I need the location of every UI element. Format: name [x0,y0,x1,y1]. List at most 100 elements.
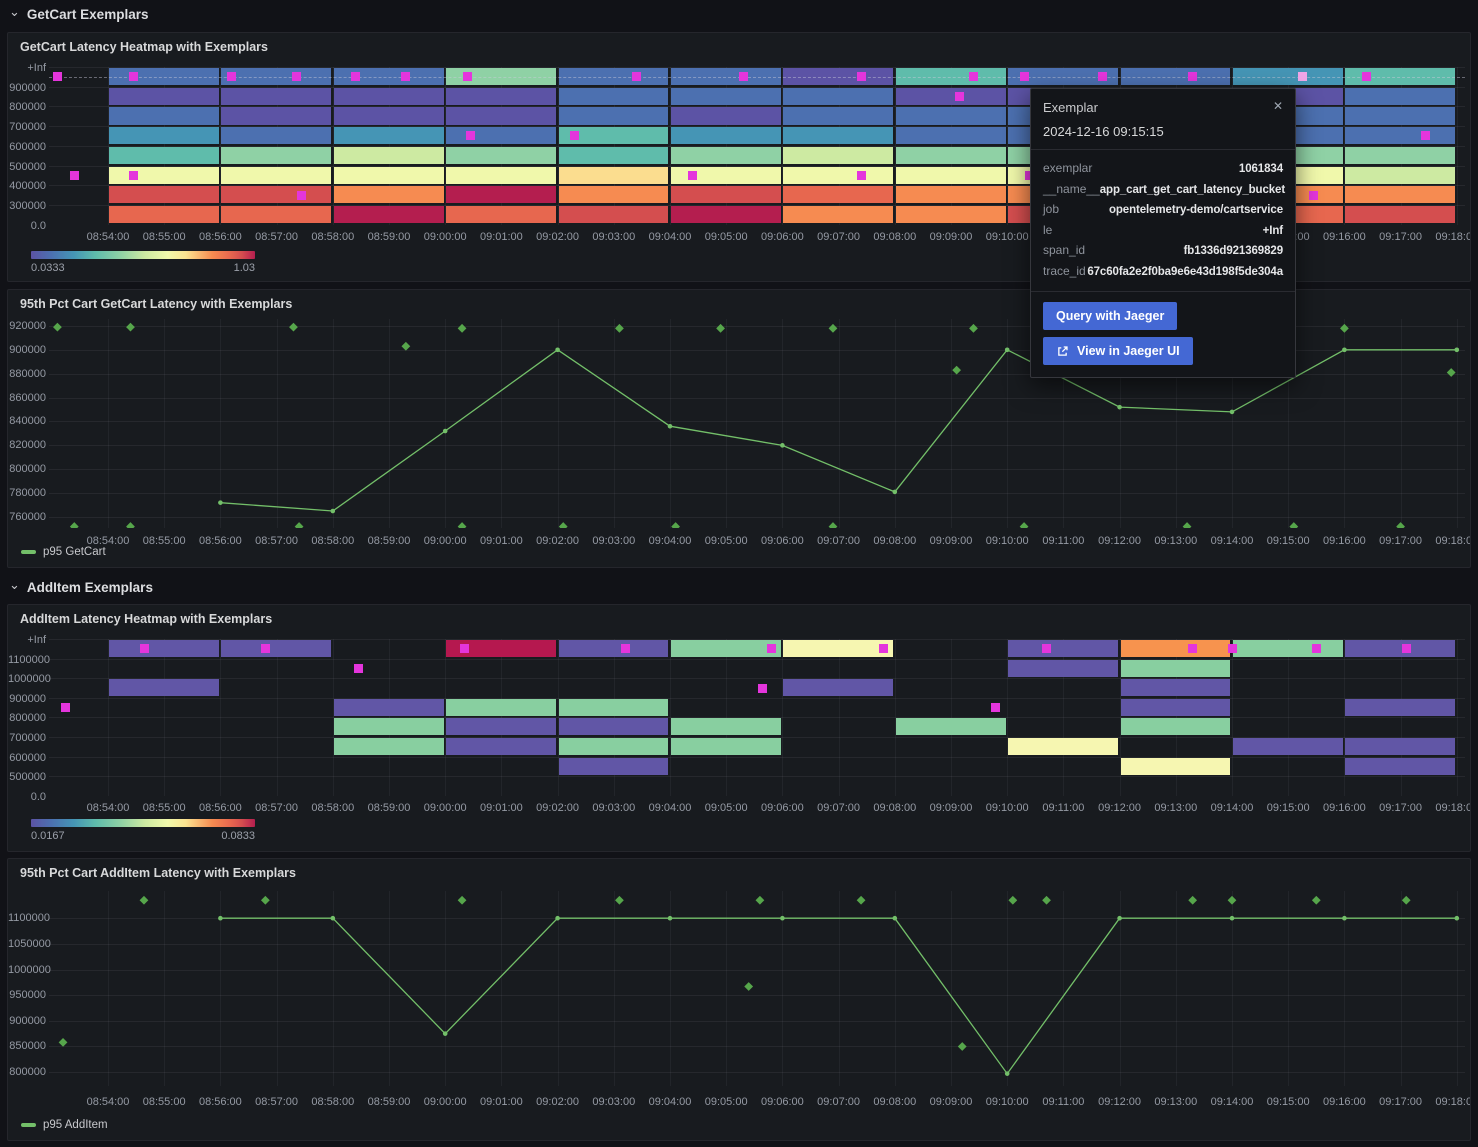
data-point[interactable] [442,428,448,434]
exemplar-diamond-marker[interactable] [1042,895,1051,905]
exemplar-diamond-marker[interactable] [457,895,467,905]
exemplar-diamond-marker[interactable] [457,323,467,333]
exemplar-diamond-marker[interactable] [260,895,270,905]
exemplar-diamond-marker[interactable] [671,522,681,528]
row-header-additem-exemplars[interactable]: ⌄ AddItem Exemplars [0,574,1478,600]
exemplar-diamond-marker[interactable] [294,522,304,528]
exemplar-marker[interactable] [350,72,360,82]
data-point[interactable] [1004,347,1010,353]
legend-p95-getcart[interactable]: p95 GetCart [21,546,106,558]
exemplar-marker[interactable] [1362,72,1372,82]
panel-title[interactable]: AddItem Latency Heatmap with Exemplars [20,612,273,626]
exemplar-marker[interactable] [1308,190,1318,200]
exemplar-diamond-marker[interactable] [969,323,978,333]
exemplar-marker[interactable] [569,131,579,141]
exemplar-marker[interactable] [879,644,889,654]
exemplar-diamond-marker[interactable] [401,341,411,351]
exemplar-marker[interactable] [140,644,150,654]
exemplar-diamond-marker[interactable] [1188,895,1198,905]
data-point[interactable] [1117,915,1122,921]
data-point[interactable] [330,508,336,514]
exemplar-marker[interactable] [1188,644,1198,654]
exemplar-diamond-marker[interactable] [952,365,962,375]
exemplar-marker[interactable] [1311,644,1321,654]
data-point[interactable] [1004,1071,1010,1076]
exemplar-marker[interactable] [1042,644,1052,654]
exemplar-marker[interactable] [1019,72,1029,82]
view-in-jaeger-ui-button[interactable]: View in Jaeger UI [1043,337,1193,365]
panel-title[interactable]: GetCart Latency Heatmap with Exemplars [20,40,268,54]
exemplar-diamond-marker[interactable] [615,323,624,333]
data-point[interactable] [667,423,673,429]
exemplar-marker[interactable] [353,663,363,673]
exemplar-diamond-marker[interactable] [828,522,838,528]
exemplar-diamond-marker[interactable] [1401,895,1411,905]
panel-title[interactable]: 95th Pct Cart AddItem Latency with Exemp… [20,866,297,880]
data-point[interactable] [330,915,336,921]
exemplar-marker[interactable] [738,72,748,82]
exemplar-diamond-marker[interactable] [1289,522,1299,528]
exemplar-marker[interactable] [758,683,768,693]
data-point[interactable] [1229,409,1235,415]
exemplar-marker[interactable] [297,190,307,200]
query-with-jaeger-button[interactable]: Query with Jaeger [1043,302,1178,330]
exemplar-diamond-marker[interactable] [289,322,298,332]
exemplar-diamond-marker[interactable] [1182,522,1192,528]
exemplar-marker[interactable] [1098,72,1108,82]
data-point[interactable] [1454,915,1460,921]
exemplar-marker[interactable] [631,72,641,82]
exemplar-diamond-marker[interactable] [957,1042,967,1051]
data-point[interactable] [1229,915,1235,921]
exemplar-diamond-marker[interactable] [615,895,624,905]
exemplar-marker[interactable] [991,703,1001,713]
exemplar-marker[interactable] [766,644,776,654]
exemplar-marker[interactable] [1421,131,1431,141]
exemplar-marker[interactable] [128,170,138,180]
exemplar-marker[interactable] [856,72,866,82]
exemplar-marker[interactable] [291,72,301,82]
exemplar-marker[interactable] [1401,644,1411,654]
exemplar-diamond-marker[interactable] [58,1037,68,1047]
exemplar-marker[interactable] [260,644,270,654]
exemplar-marker[interactable] [1025,170,1035,180]
exemplar-diamond-marker[interactable] [1396,522,1405,528]
exemplar-diamond-marker[interactable] [1008,895,1018,905]
exemplar-diamond-marker[interactable] [1019,522,1029,528]
exemplar-diamond-marker[interactable] [828,323,838,333]
data-point[interactable] [780,915,785,921]
exemplar-diamond-marker[interactable] [755,895,765,905]
exemplar-marker[interactable] [620,644,630,654]
data-point[interactable] [1454,347,1460,353]
data-point[interactable] [667,915,673,921]
data-point[interactable] [892,915,898,921]
exemplar-diamond-marker[interactable] [457,522,467,528]
exemplar-marker[interactable] [52,72,62,82]
exemplar-marker[interactable] [61,703,71,713]
exemplar-marker[interactable] [687,170,697,180]
exemplar-marker[interactable] [954,92,964,102]
data-point[interactable] [218,915,223,921]
row-header-getcart-exemplars[interactable]: ⌄ GetCart Exemplars [0,1,1478,27]
exemplar-marker[interactable] [856,170,866,180]
close-icon[interactable]: ✕ [1272,99,1283,113]
exemplar-diamond-marker[interactable] [1311,895,1321,905]
exemplar-marker[interactable] [460,644,470,654]
exemplar-diamond-marker[interactable] [69,522,79,528]
data-point[interactable] [1342,347,1347,353]
data-point[interactable] [892,489,898,495]
exemplar-diamond-marker[interactable] [1340,323,1349,333]
exemplar-diamond-marker[interactable] [126,322,135,332]
exemplar-marker[interactable] [401,72,411,82]
exemplar-marker[interactable] [227,72,237,82]
exemplar-marker[interactable] [128,72,138,82]
data-point[interactable] [442,1031,448,1036]
data-point[interactable] [555,347,560,353]
exemplar-marker[interactable] [1227,644,1237,654]
exemplar-marker[interactable] [968,72,978,82]
data-point[interactable] [218,500,223,505]
exemplar-diamond-marker[interactable] [856,895,866,905]
exemplar-marker[interactable] [1297,72,1307,82]
exemplar-marker[interactable] [465,131,475,141]
data-point[interactable] [1342,915,1347,921]
exemplar-diamond-marker[interactable] [53,322,62,332]
